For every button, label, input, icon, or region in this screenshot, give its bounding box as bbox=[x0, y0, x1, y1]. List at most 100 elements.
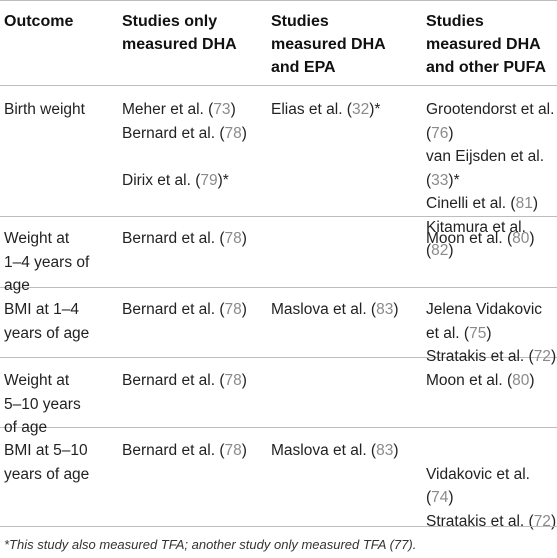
citation-text: ( bbox=[426, 489, 432, 506]
citation-text: Moon et al. ( bbox=[426, 372, 513, 389]
citation-line: Stratakis et al. (72) bbox=[426, 345, 556, 369]
citation-text: Bernard et al. ( bbox=[122, 230, 225, 247]
header-line: and EPA bbox=[271, 59, 336, 76]
citation-line: van Eijsden et al. bbox=[426, 145, 557, 169]
outcome-line: years of age bbox=[4, 324, 90, 342]
citation-text: Bernard et al. ( bbox=[122, 372, 225, 389]
reference-number[interactable]: 83 bbox=[376, 442, 394, 459]
citation-text: Kitamura et al. ( bbox=[426, 218, 526, 260]
row-rule bbox=[0, 427, 557, 428]
table-top-rule bbox=[0, 0, 557, 1]
citation-line: (74) bbox=[426, 486, 556, 510]
citation-suffix: ) bbox=[486, 324, 492, 342]
header-dha-pufa: Studies measured DHA and other PUFA bbox=[426, 10, 546, 79]
citation-line: Elias et al. (32)* bbox=[271, 98, 380, 122]
citation-text: Grootendorst et al. bbox=[426, 101, 555, 118]
citation-text: Maslova et al. ( bbox=[271, 301, 377, 318]
reference-number[interactable]: 79 bbox=[200, 171, 218, 189]
citation-cell-dha: Meher et al. (73) Bernard et al. (78) Diri… bbox=[122, 98, 247, 192]
outcome-line: Weight at bbox=[4, 230, 70, 247]
citation-suffix: ) bbox=[241, 442, 247, 459]
reference-number[interactable]: 73 bbox=[213, 101, 231, 118]
citation-line: Bernard et al. (78) bbox=[122, 227, 247, 251]
reference-number[interactable]: 33 bbox=[431, 171, 449, 189]
reference-number[interactable]: 78 bbox=[224, 372, 242, 389]
header-line: measured DHA bbox=[122, 36, 237, 53]
citation-text: Moon et al. ( bbox=[426, 230, 513, 247]
citation-line: Bernard et al. (78) bbox=[122, 439, 247, 463]
header-line: measured DHA bbox=[271, 36, 386, 53]
citation-text: Dirix et al. ( bbox=[122, 171, 201, 189]
citation-suffix: ) bbox=[550, 348, 557, 365]
outcome-cell: BMI at 1–4 years of age bbox=[4, 298, 89, 345]
citation-suffix: )* bbox=[369, 101, 381, 118]
outcome-cell: Birth weight bbox=[4, 98, 85, 122]
outcome-line: 5–10 years bbox=[4, 395, 81, 413]
citation-text: Bernard et al. ( bbox=[122, 301, 225, 318]
citation-line: Meher et al. (73) bbox=[122, 98, 247, 122]
citation-line: Maslova et al. (83) bbox=[271, 439, 399, 463]
citation-text: et al. ( bbox=[426, 324, 470, 342]
citation-line: Cinelli et al. (81) bbox=[426, 192, 557, 216]
citation-text: Maslova et al. ( bbox=[271, 442, 377, 459]
outcome-line: of age bbox=[4, 419, 48, 436]
table-bottom-rule bbox=[0, 526, 557, 527]
outcome-line: BMI at 5–10 bbox=[4, 442, 88, 459]
citation-line: Bernard et al. (78) bbox=[122, 122, 247, 146]
citation-line: Grootendorst et al. bbox=[426, 98, 557, 122]
header-line: Studies only bbox=[122, 13, 218, 30]
reference-number[interactable]: 80 bbox=[512, 230, 530, 247]
citation-text: Jelena Vidakovic bbox=[426, 301, 543, 318]
reference-number[interactable]: 78 bbox=[224, 230, 242, 247]
row-rule bbox=[0, 216, 557, 217]
outcome-cell: BMI at 5–10 years of age bbox=[4, 439, 89, 486]
citation-suffix: ) bbox=[241, 301, 247, 318]
reference-number[interactable]: 72 bbox=[533, 512, 551, 530]
header-outcome-line: Outcome bbox=[4, 13, 74, 30]
header-dha-only: Studies only measured DHA bbox=[122, 10, 237, 56]
citation-cell-dha-epa: Maslova et al. (83) bbox=[271, 298, 399, 322]
citation-line bbox=[426, 439, 556, 463]
reference-number[interactable]: 75 bbox=[469, 324, 487, 342]
citation-suffix: ) bbox=[393, 442, 399, 459]
citation-line: Bernard et al. (78) bbox=[122, 369, 247, 393]
header-dha-epa: Studies measured DHA and EPA bbox=[271, 10, 386, 79]
reference-number[interactable]: 78 bbox=[224, 442, 242, 459]
citation-line: (33)* bbox=[426, 169, 557, 193]
outcome-cell: Weight at 1–4 years of age bbox=[4, 227, 89, 298]
outcome-line: Birth weight bbox=[4, 101, 85, 118]
citation-line: Jelena Vidakovic bbox=[426, 298, 556, 322]
citation-line: Maslova et al. (83) bbox=[271, 298, 399, 322]
reference-number[interactable]: 78 bbox=[224, 124, 242, 142]
citation-line: Kitamura et al. (82) bbox=[426, 216, 557, 263]
reference-number[interactable]: 76 bbox=[431, 124, 449, 142]
reference-number[interactable]: 83 bbox=[376, 301, 394, 318]
citation-cell-dha-pufa: Moon et al. (80) bbox=[426, 227, 535, 251]
citation-text: Bernard et al. ( bbox=[122, 124, 225, 142]
reference-number[interactable]: 81 bbox=[515, 195, 533, 212]
outcome-line: 1–4 years of bbox=[4, 253, 90, 271]
header-line: Studies bbox=[426, 13, 484, 30]
citation-text: ( bbox=[426, 124, 432, 142]
reference-number[interactable]: 32 bbox=[351, 101, 370, 118]
reference-number[interactable]: 78 bbox=[224, 301, 242, 318]
citation-suffix: ) bbox=[448, 242, 454, 259]
citation-line: (76) bbox=[426, 122, 557, 146]
reference-number[interactable]: 74 bbox=[431, 489, 449, 506]
citation-cell-dha: Bernard et al. (78) bbox=[122, 227, 247, 251]
reference-number[interactable]: 80 bbox=[512, 372, 530, 389]
citation-text: Stratakis et al. ( bbox=[426, 512, 534, 530]
citation-suffix: ) bbox=[241, 372, 247, 389]
citation-line: Bernard et al. (78) bbox=[122, 298, 247, 322]
header-line: Studies bbox=[271, 13, 329, 30]
citation-line: Dirix et al. (79)* bbox=[122, 169, 247, 193]
citation-cell-dha: Bernard et al. (78) bbox=[122, 298, 247, 322]
citation-suffix: ) bbox=[230, 101, 236, 118]
row-rule bbox=[0, 357, 557, 358]
row-rule bbox=[0, 287, 557, 288]
citation-suffix: ) bbox=[550, 512, 557, 530]
reference-number[interactable]: 82 bbox=[431, 242, 449, 259]
citation-text: Cinelli et al. ( bbox=[426, 195, 516, 212]
reference-number[interactable]: 72 bbox=[533, 348, 551, 365]
citation-text: van Eijsden et al. bbox=[426, 148, 545, 165]
